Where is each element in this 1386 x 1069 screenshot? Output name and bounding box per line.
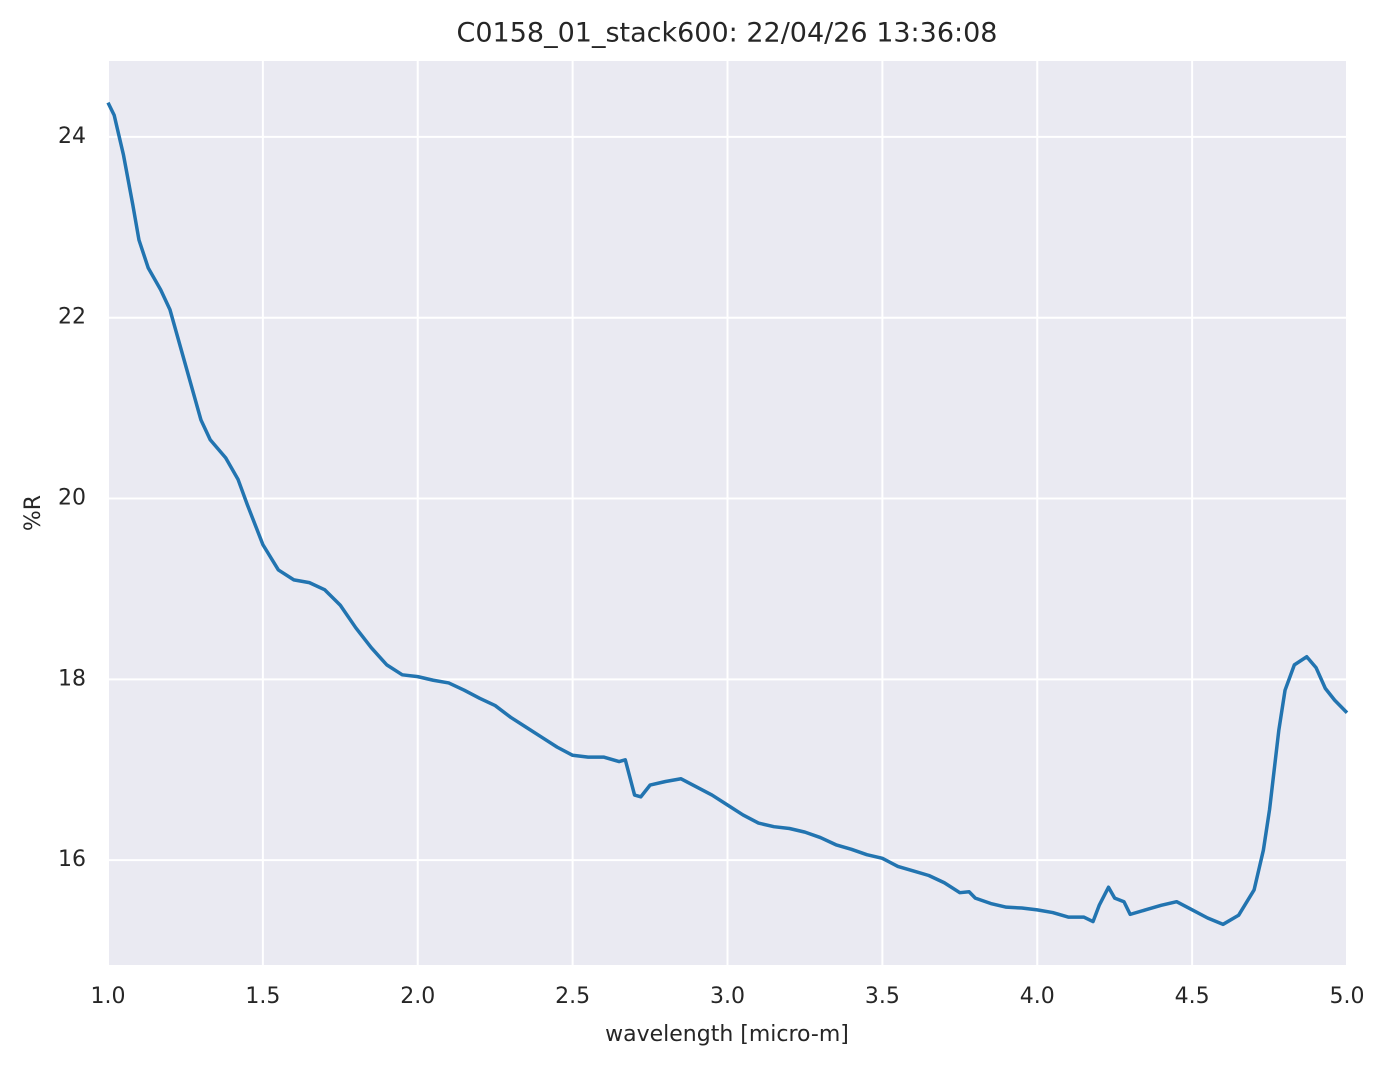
y-tick-label: 16 bbox=[58, 847, 86, 872]
chart-title: C0158_01_stack600: 22/04/26 13:36:08 bbox=[457, 18, 998, 49]
x-tick-label: 3.0 bbox=[710, 984, 745, 1009]
y-tick-label: 18 bbox=[58, 666, 86, 691]
y-tick-label: 22 bbox=[58, 305, 86, 330]
x-tick-label: 4.5 bbox=[1175, 984, 1210, 1009]
x-tick-label: 5.0 bbox=[1330, 984, 1365, 1009]
data-line bbox=[106, 101, 1349, 927]
x-tick-label: 3.5 bbox=[865, 984, 900, 1009]
x-axis-label: wavelength [micro-m] bbox=[605, 1022, 849, 1047]
x-tick-label: 4.0 bbox=[1020, 984, 1055, 1009]
x-tick-label: 2.5 bbox=[555, 984, 590, 1009]
y-axis-label: %R bbox=[21, 495, 46, 531]
x-tick-label: 2.0 bbox=[400, 984, 435, 1009]
x-tick-label: 1.0 bbox=[91, 984, 126, 1009]
y-tick-label: 24 bbox=[58, 124, 86, 149]
x-tick-label: 1.5 bbox=[245, 984, 280, 1009]
y-tick-label: 20 bbox=[58, 486, 86, 511]
